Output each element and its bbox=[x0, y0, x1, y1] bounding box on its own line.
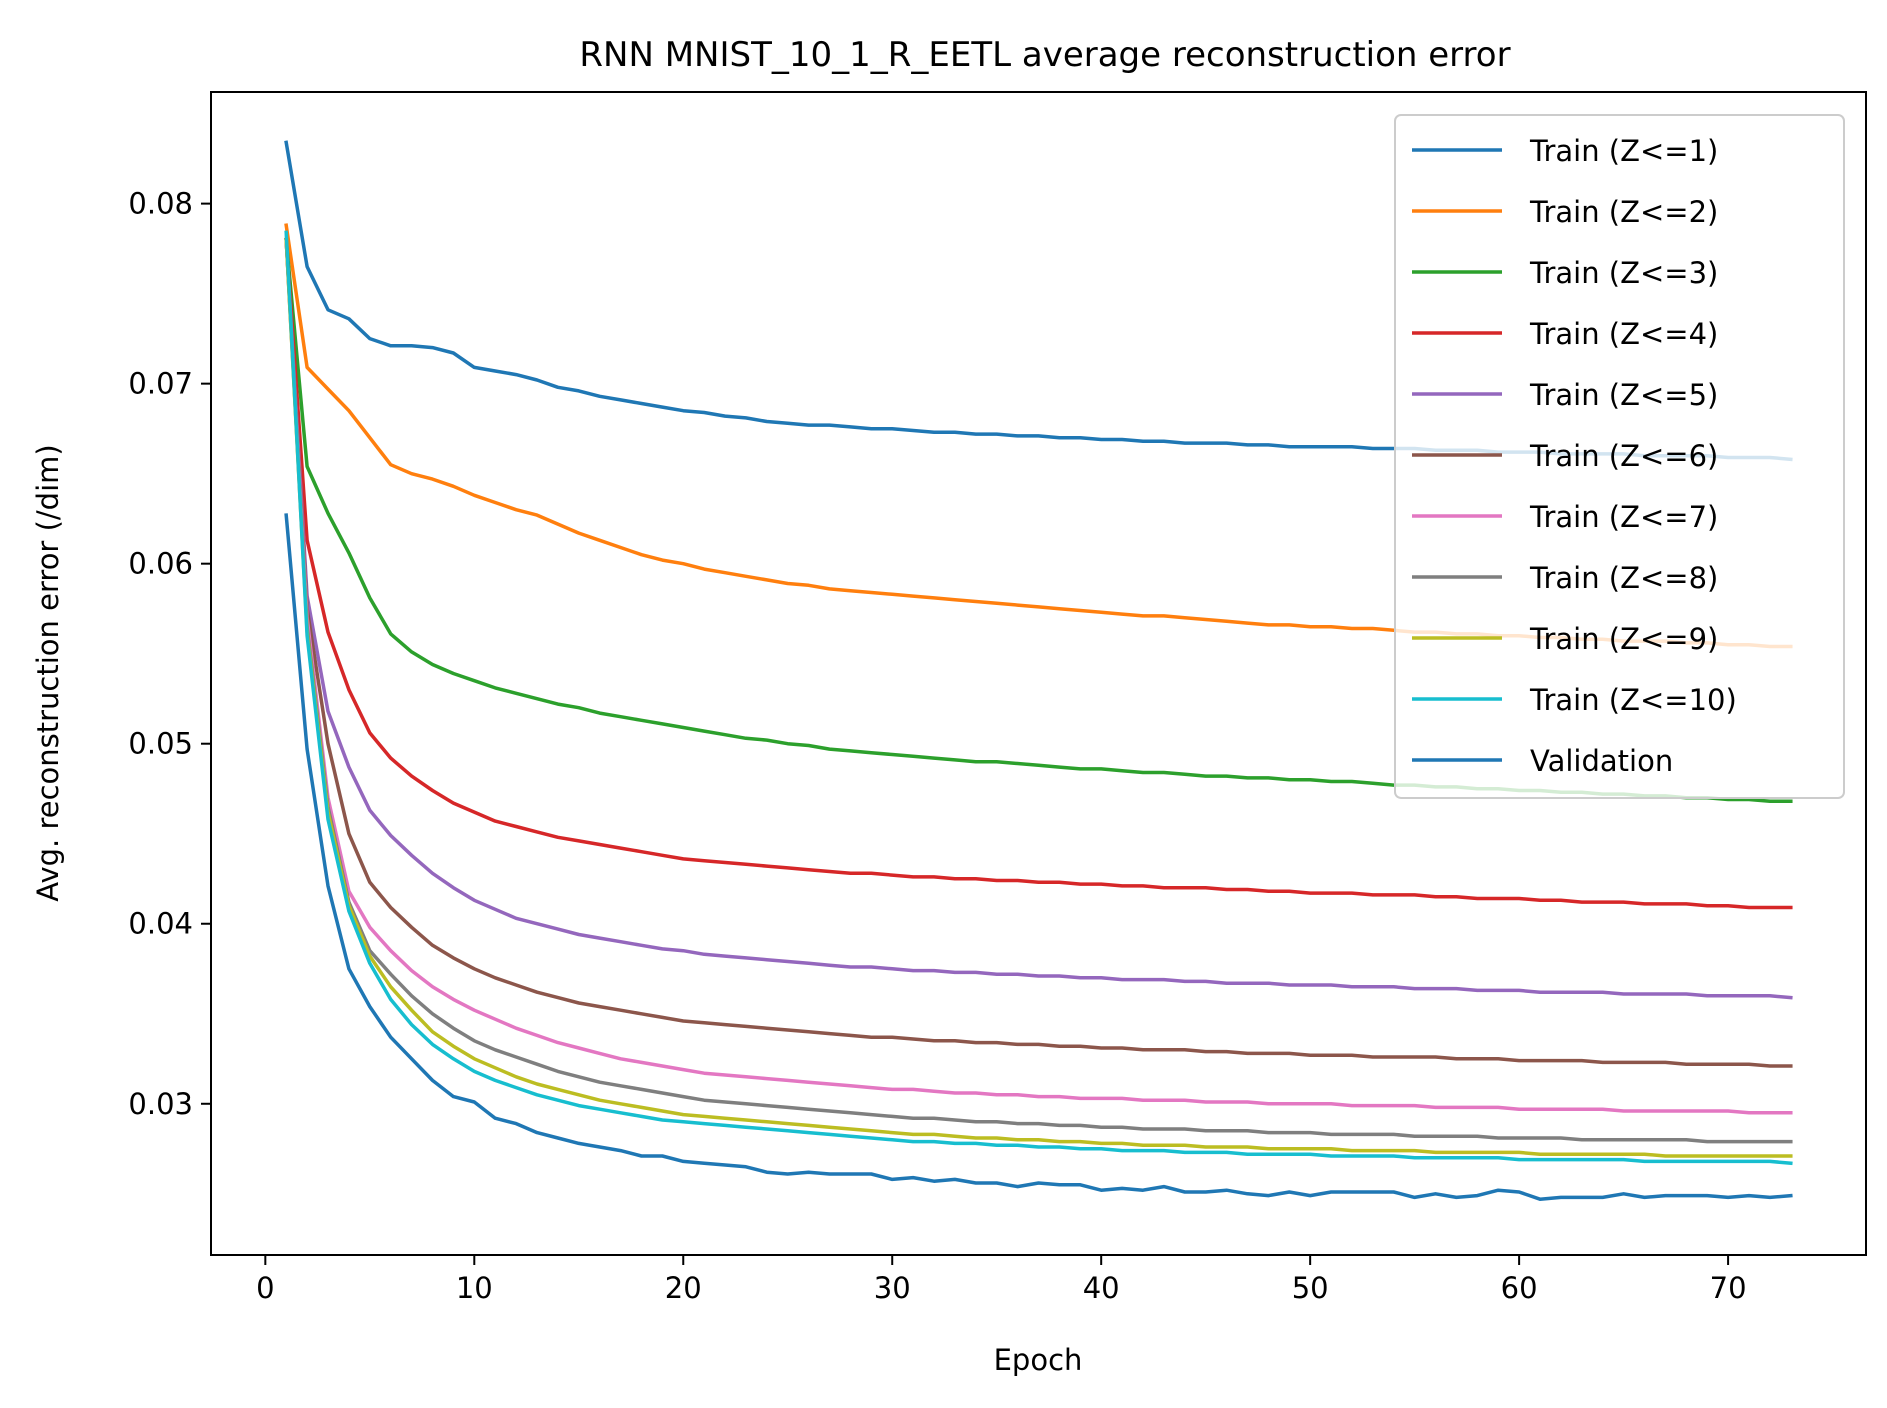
y-tick-label: 0.04 bbox=[128, 907, 193, 941]
legend-box bbox=[1394, 114, 1845, 799]
x-tick-label: 10 bbox=[456, 1271, 493, 1305]
series-line-5 bbox=[284, 237, 1793, 1068]
y-axis: 0.03 0.04 0.05 0.06 0.07 0.08 bbox=[128, 187, 211, 1121]
x-tick-label: 60 bbox=[1501, 1271, 1538, 1305]
series-line-7 bbox=[284, 237, 1793, 1144]
y-tick-label: 0.08 bbox=[128, 187, 193, 221]
legend-label: Train (Z<=2) bbox=[1529, 195, 1718, 229]
legend-label: Validation bbox=[1530, 744, 1673, 778]
x-tick-label: 0 bbox=[256, 1271, 274, 1305]
y-tick-label: 0.07 bbox=[128, 367, 193, 401]
legend-label: Train (Z<=4) bbox=[1529, 317, 1718, 351]
legend-label: Train (Z<=5) bbox=[1529, 378, 1718, 412]
x-tick-label: 70 bbox=[1710, 1271, 1747, 1305]
x-tick-label: 30 bbox=[874, 1271, 911, 1305]
x-tick-label: 50 bbox=[1292, 1271, 1329, 1305]
chart-title: RNN MNIST_10_1_R_EETL average reconstruc… bbox=[579, 35, 1510, 75]
x-tick-label: 20 bbox=[665, 1271, 702, 1305]
x-axis: 0 10 20 30 40 50 60 70 bbox=[256, 1255, 1747, 1305]
series-line-4 bbox=[284, 237, 1793, 1000]
legend-label: Train (Z<=3) bbox=[1529, 256, 1718, 290]
series-line-6 bbox=[284, 237, 1793, 1115]
x-tick-label: 40 bbox=[1083, 1271, 1120, 1305]
y-tick-label: 0.03 bbox=[128, 1087, 193, 1121]
legend-label: Train (Z<=1) bbox=[1529, 134, 1718, 168]
y-tick-label: 0.06 bbox=[128, 547, 193, 581]
legend-label: Train (Z<=10) bbox=[1529, 683, 1737, 717]
series-line-10 bbox=[284, 513, 1793, 1201]
y-axis-label: Avg. reconstruction error (/dim) bbox=[31, 444, 65, 901]
series-line-3 bbox=[284, 237, 1793, 910]
legend-label: Train (Z<=8) bbox=[1529, 561, 1718, 595]
series-line-9 bbox=[284, 230, 1793, 1166]
legend-label: Train (Z<=7) bbox=[1529, 500, 1718, 534]
legend: Train (Z<=1) Train (Z<=2) Train (Z<=3) Trai… bbox=[1394, 114, 1845, 799]
y-tick-label: 0.05 bbox=[128, 727, 193, 761]
series-line-8 bbox=[284, 237, 1793, 1158]
series-lines bbox=[284, 140, 1793, 1201]
legend-label: Train (Z<=9) bbox=[1529, 622, 1718, 656]
plot-frame bbox=[210, 91, 1867, 1256]
legend-label: Train (Z<=6) bbox=[1529, 439, 1718, 473]
x-axis-label: Epoch bbox=[994, 1343, 1083, 1377]
